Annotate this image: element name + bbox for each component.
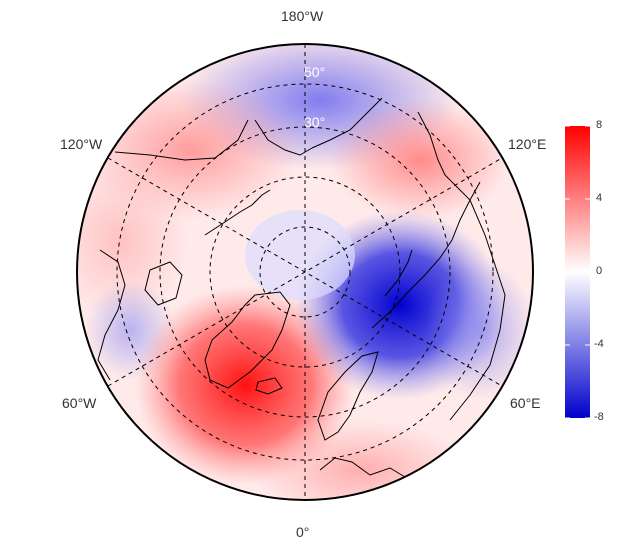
lon-label-60e: 60°E — [510, 395, 541, 411]
lon-label-60w: 60°W — [62, 395, 97, 411]
map-boundary — [76, 43, 534, 501]
lon-label-120e: 120°E — [508, 136, 547, 152]
siberia-coast — [371, 181, 481, 329]
kamchatka — [417, 111, 446, 176]
lon-label-120w: 120°W — [60, 136, 103, 152]
graticule — [107, 44, 503, 500]
lat-circle-50 — [116, 83, 494, 461]
hudson-bay — [144, 261, 183, 306]
anomaly-europe — [250, 420, 470, 500]
alaska-coast — [114, 119, 249, 161]
colorbar-label-0: 0 — [596, 265, 603, 277]
anomaly-field — [77, 44, 533, 500]
colorbar-label-m8: -8 — [594, 411, 604, 423]
colorbar — [565, 125, 590, 419]
lon-label-180w: 180°W — [281, 8, 324, 24]
asia-borders — [444, 174, 506, 421]
anomaly-central-asia — [425, 260, 533, 400]
lat-label-50: 50° — [304, 64, 325, 80]
meridian-120w-60e — [107, 157, 503, 387]
colorbar-label-4: 4 — [596, 192, 603, 204]
greenland-outline — [204, 291, 291, 389]
scandinavia-outline — [317, 351, 379, 441]
novaya-zemlya — [384, 249, 413, 297]
coastlines — [97, 97, 506, 481]
lat-circle-70 — [209, 176, 401, 368]
anomaly-east-siberia — [330, 100, 510, 220]
lon-label-0: 0° — [296, 524, 310, 540]
chukotka-coast — [311, 97, 383, 149]
anomaly-pole — [245, 210, 355, 300]
lat-circle-80 — [259, 226, 351, 318]
iceland-outline — [255, 377, 283, 395]
lat-label-30: 30° — [304, 114, 325, 130]
colorbar-label-m4: -4 — [594, 338, 604, 350]
colorbar-ticks — [565, 125, 590, 419]
north-america-coast — [97, 249, 126, 381]
colorbar-label-8: 8 — [596, 119, 603, 131]
